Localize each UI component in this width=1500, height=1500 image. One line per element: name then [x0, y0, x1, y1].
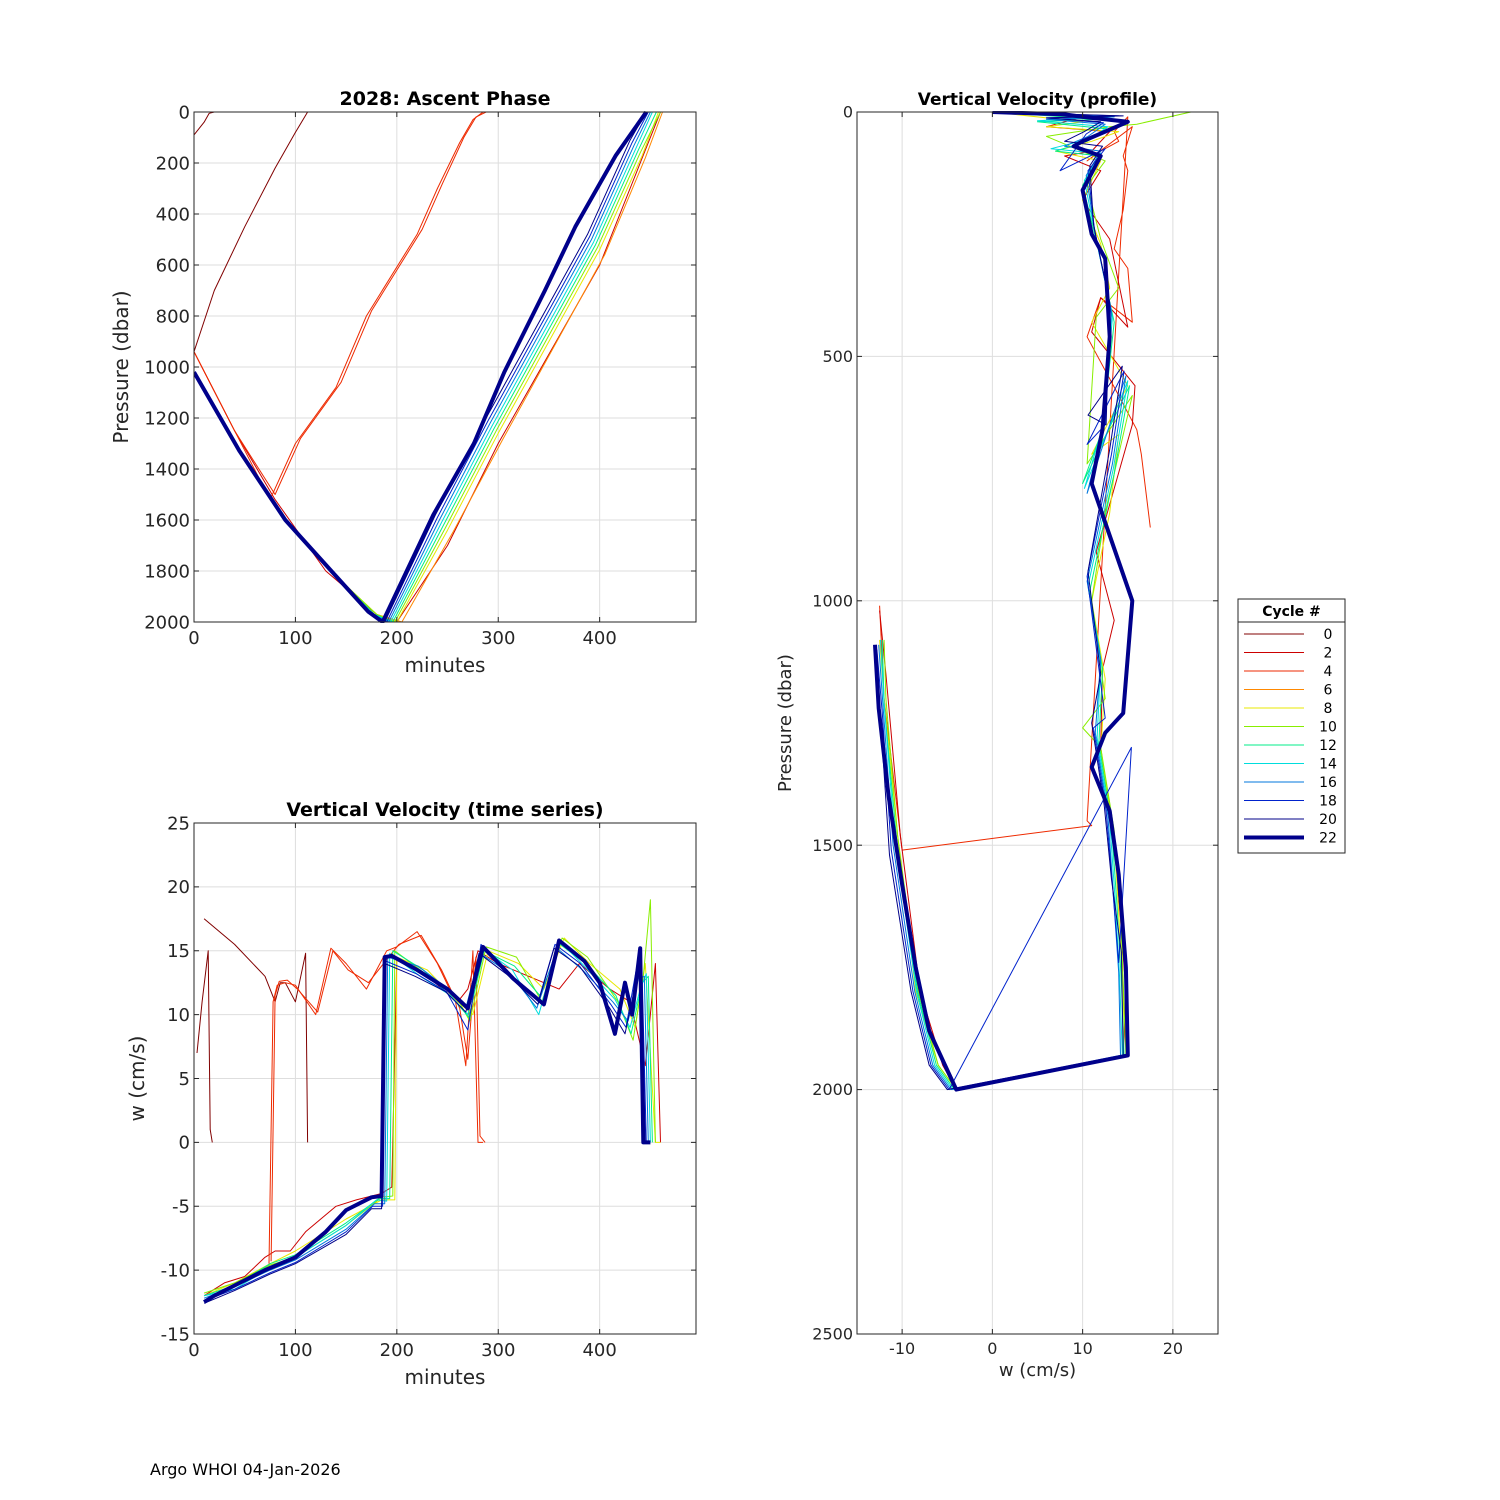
y-tick-label: 600 — [156, 255, 190, 276]
velocity-time-series-axes: 0 100 200 300 400 -15 -10 -5 0 5 10 15 20 25 Vertical … — [125, 799, 697, 1389]
legend-label: 12 — [1319, 738, 1337, 754]
axes-box — [856, 111, 1219, 1335]
x-tick-label: 300 — [481, 628, 515, 649]
y-tick-label: 10 — [167, 1005, 190, 1026]
legend-title: Cycle # — [1262, 604, 1321, 620]
series-line-cycle-22 — [203, 938, 651, 1304]
legend-label: 4 — [1324, 664, 1333, 680]
series-line-cycle-4 — [270, 934, 486, 1262]
y-tick-label: 25 — [167, 813, 190, 834]
x-tick-label: 10 — [1072, 1339, 1092, 1358]
y-tick-label: 20 — [167, 877, 190, 898]
series-line-cycle-22 — [873, 111, 1135, 1092]
y-tick-label: 800 — [156, 306, 190, 327]
series-group — [194, 111, 663, 623]
y-axis-label: w (cm/s) — [125, 1036, 149, 1122]
legend-label: 16 — [1319, 775, 1337, 791]
series-line-cycle-4 — [194, 111, 487, 495]
series-line-cycle-4 — [879, 116, 1151, 851]
series-line-cycle-16 — [878, 111, 1127, 1091]
x-tick-label: 400 — [582, 1340, 616, 1361]
velocity-profile-axes: -10 0 10 20 0 500 1000 1500 2000 2500 Vertical Vel… — [775, 90, 1219, 1381]
x-axis-label: minutes — [405, 1365, 486, 1389]
y-axis-label: Pressure (dbar) — [109, 290, 133, 443]
y-tick-label: 1000 — [144, 357, 190, 378]
chart-title: 2028: Ascent Phase — [340, 88, 551, 110]
x-tick-label: -10 — [889, 1339, 915, 1358]
y-tick-label: 2500 — [812, 1325, 853, 1344]
ascent-phase-axes: 0 100 200 300 400 0 200 400 600 800 1000 1200 1400 16… — [109, 88, 697, 677]
y-tick-label: 2000 — [144, 612, 190, 633]
legend-label: 22 — [1319, 831, 1337, 847]
x-tick-label: 100 — [278, 628, 312, 649]
series-line-cycle-14 — [203, 940, 651, 1297]
cycle-legend: Cycle #0 2 4 6 8 10 12 14 16 18 20 22 — [1237, 598, 1346, 854]
y-tick-label: 5 — [179, 1069, 190, 1090]
legend-label: 20 — [1319, 812, 1337, 828]
y-tick-label: 1600 — [144, 510, 190, 531]
series-group — [196, 899, 661, 1304]
x-tick-label: 300 — [481, 1340, 515, 1361]
x-axis-label: w (cm/s) — [999, 1360, 1076, 1381]
y-tick-label: 1200 — [144, 408, 190, 429]
y-tick-label: 200 — [156, 153, 190, 174]
series-line-cycle-0 — [196, 950, 213, 1143]
legend-label: 0 — [1324, 627, 1333, 643]
legend-label: 10 — [1319, 720, 1337, 736]
y-tick-label: 500 — [822, 347, 853, 366]
y-tick-label: 0 — [843, 103, 853, 122]
y-tick-label: 15 — [167, 941, 190, 962]
footer-credit: Argo WHOI 04-Jan-2026 — [150, 1460, 341, 1479]
x-tick-label: 100 — [278, 1340, 312, 1361]
series-line-cycle-0 — [194, 111, 309, 352]
x-tick-label: 400 — [582, 628, 616, 649]
series-line-cycle-0 — [194, 111, 215, 136]
chart-title: Vertical Velocity (time series) — [286, 799, 603, 821]
y-axis-label: Pressure (dbar) — [775, 654, 796, 792]
y-tick-label: -5 — [172, 1197, 190, 1218]
x-tick-label: 20 — [1163, 1339, 1183, 1358]
x-tick-label: 200 — [380, 628, 414, 649]
y-tick-label: 1500 — [812, 836, 853, 855]
y-tick-label: 0 — [179, 1133, 190, 1154]
series-line-cycle-0 — [203, 918, 309, 1143]
legend-label: 6 — [1324, 683, 1333, 699]
y-tick-label: -15 — [161, 1324, 190, 1345]
series-line-cycle-2 — [194, 111, 661, 623]
legend-label: 8 — [1324, 701, 1333, 717]
y-tick-label: 2000 — [812, 1080, 853, 1099]
x-tick-label: 0 — [188, 1340, 199, 1361]
series-line-cycle-22 — [194, 111, 648, 623]
series-line-cycle-20 — [874, 111, 1124, 1091]
legend-label: 18 — [1319, 794, 1337, 810]
series-line-cycle-4 — [268, 931, 483, 1264]
y-tick-label: 1000 — [812, 591, 853, 610]
y-tick-label: 1400 — [144, 459, 190, 480]
x-tick-label: 200 — [380, 1340, 414, 1361]
y-tick-label: 0 — [179, 102, 190, 123]
series-group — [873, 111, 1192, 1092]
y-tick-label: -10 — [161, 1260, 190, 1281]
legend-label: 14 — [1319, 757, 1337, 773]
x-tick-label: 0 — [188, 628, 199, 649]
y-tick-label: 400 — [156, 204, 190, 225]
plot-background — [857, 112, 1218, 1334]
y-tick-label: 1800 — [144, 561, 190, 582]
series-line-cycle-18 — [203, 943, 647, 1302]
x-tick-label: 0 — [987, 1339, 997, 1358]
x-axis-label: minutes — [405, 653, 486, 677]
legend-label: 2 — [1324, 646, 1333, 662]
chart-title: Vertical Velocity (profile) — [918, 90, 1157, 110]
series-line-cycle-20 — [203, 947, 646, 1304]
